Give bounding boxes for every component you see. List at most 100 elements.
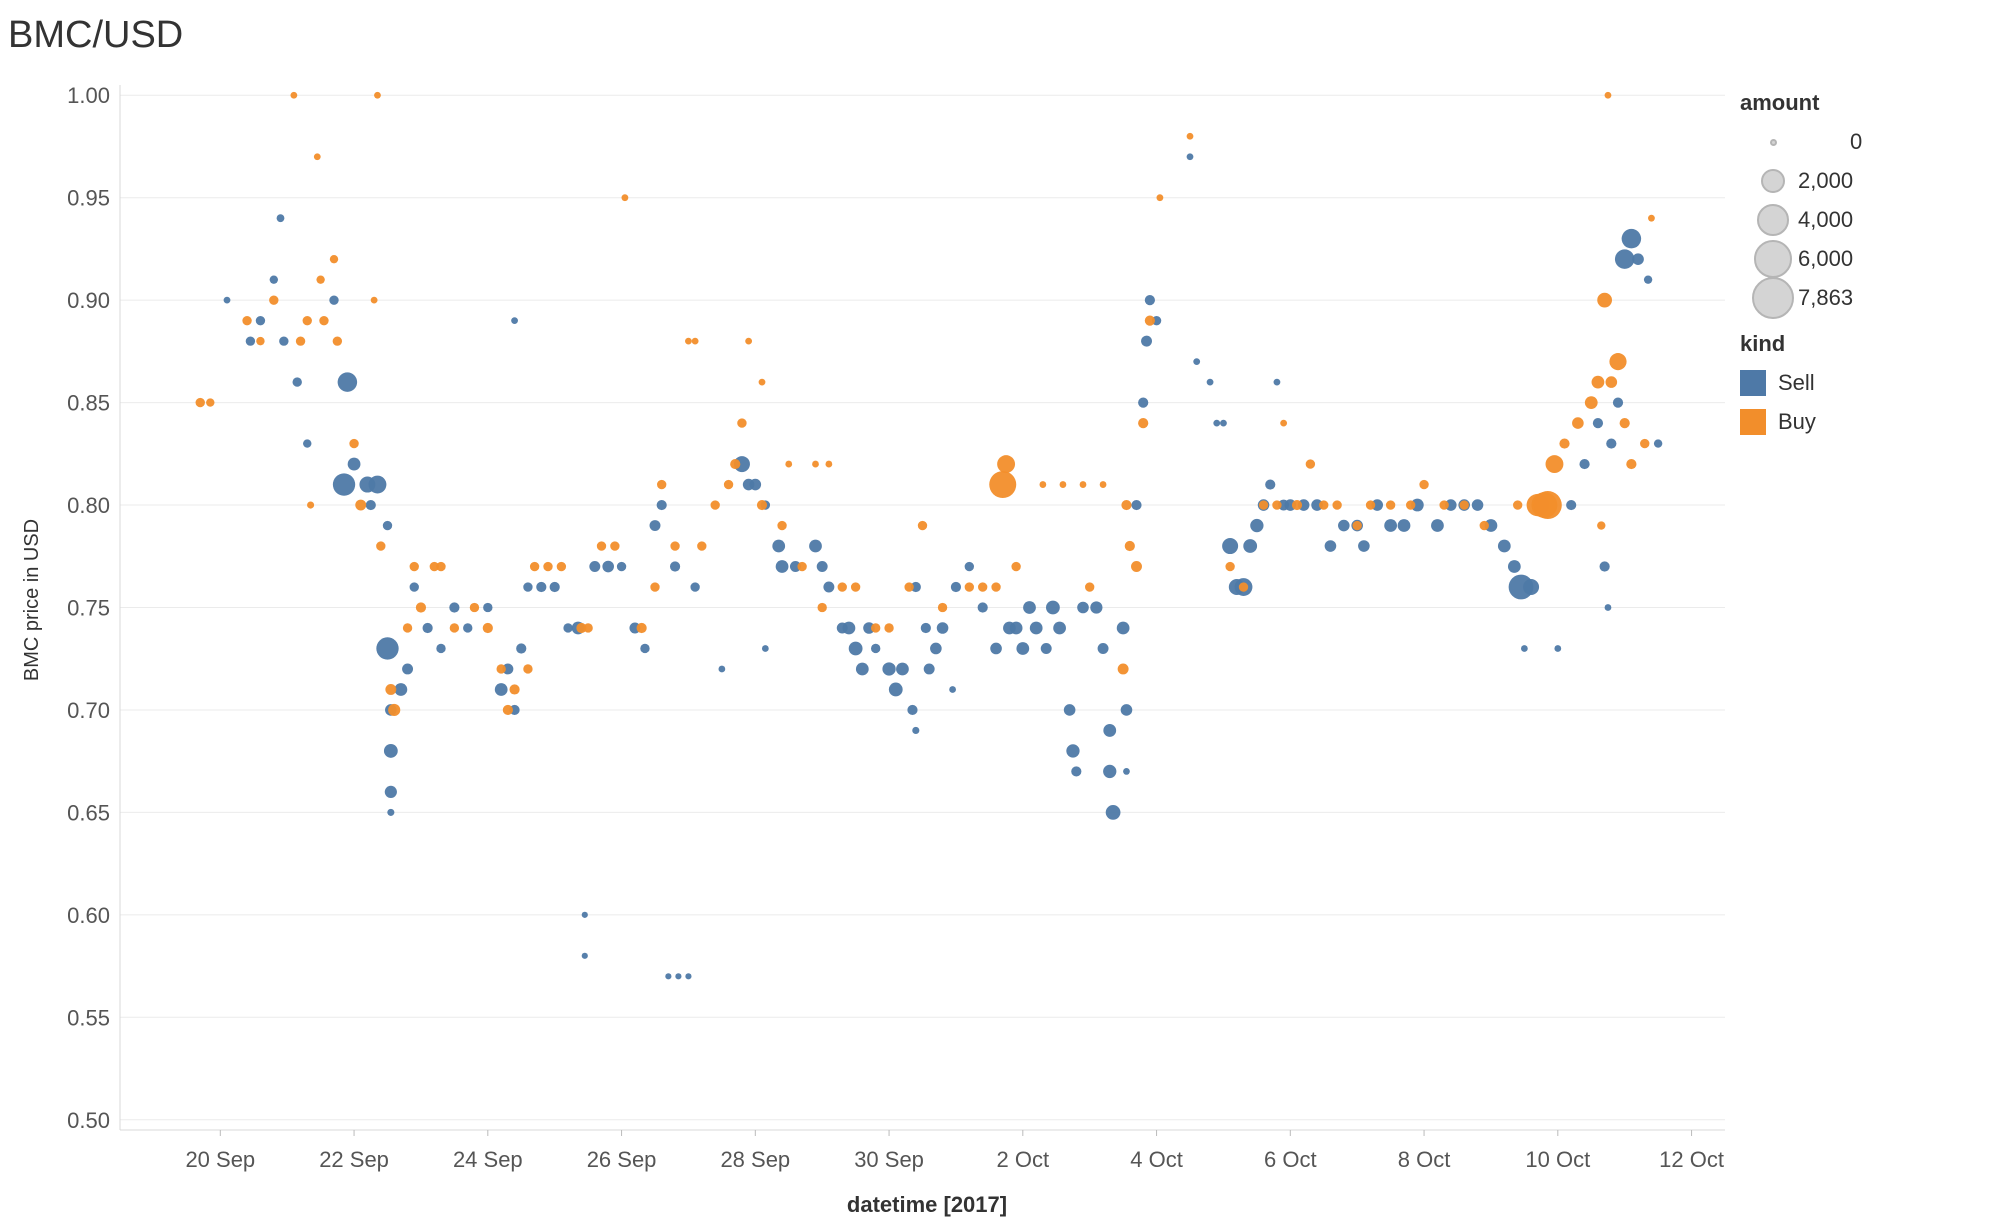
buy-point — [523, 664, 533, 674]
buy-point — [543, 561, 553, 572]
sell-point — [1612, 397, 1624, 408]
sell-point — [907, 704, 918, 716]
sell-point — [1213, 419, 1221, 427]
sell-point — [1103, 724, 1117, 737]
buy-point — [1225, 561, 1235, 572]
sell-point — [1632, 253, 1644, 265]
sell-point — [292, 377, 302, 387]
buy-point — [1605, 376, 1618, 388]
sell-point — [1265, 479, 1276, 490]
buy-point — [583, 623, 593, 633]
sell-point — [523, 582, 533, 592]
sell-point — [1507, 560, 1521, 573]
buy-point — [329, 254, 339, 264]
amount-legend-item: 6,000 — [1740, 239, 1980, 278]
buy-point — [332, 336, 343, 346]
sell-point — [1097, 643, 1109, 654]
gridlines — [120, 94, 1725, 1121]
sell-point — [761, 645, 769, 652]
sell-point — [1103, 764, 1117, 779]
amount-legend-item: 4,000 — [1740, 200, 1980, 239]
y-tick-label: 0.70 — [67, 698, 110, 723]
buy-point — [1319, 500, 1329, 510]
sell-point — [1471, 499, 1484, 511]
sell-point — [1009, 621, 1023, 635]
buy-point — [1085, 582, 1095, 592]
amount-legend-item: 7,863 — [1740, 276, 1980, 320]
buy-point — [436, 561, 446, 572]
kind-legend-item-sell[interactable]: Sell — [1740, 363, 1980, 402]
sell-point — [276, 214, 285, 223]
sell-point — [1046, 600, 1060, 615]
buy-point — [1513, 500, 1523, 510]
sell-point — [949, 686, 956, 693]
buy-point — [1406, 500, 1416, 510]
x-tick-label: 10 Oct — [1525, 1147, 1590, 1172]
sell-point — [977, 602, 988, 613]
sell-point — [303, 439, 312, 448]
y-tick-label: 0.90 — [67, 288, 110, 313]
y-tick-label: 0.95 — [67, 186, 110, 211]
sell-point — [1105, 805, 1121, 820]
buy-point — [388, 703, 401, 717]
kind-swatch — [1740, 369, 1766, 396]
buy-point — [1272, 500, 1282, 510]
legend: amount 0 2,000 4,000 6,000 7,863 kind Sell Bu… — [1740, 90, 1980, 441]
buy-point — [756, 499, 768, 511]
buy-point — [697, 541, 707, 551]
buy-point — [1099, 481, 1107, 488]
sell-point — [376, 637, 399, 660]
kind-legend-title: kind — [1740, 331, 1786, 356]
y-tick-label: 0.85 — [67, 391, 110, 416]
kind-legend-item-buy[interactable]: Buy — [1740, 402, 1980, 441]
sell-point — [1063, 704, 1076, 716]
sell-point — [1243, 539, 1258, 553]
buy-point — [1144, 315, 1155, 326]
sell-point — [563, 623, 573, 633]
buy-point — [1609, 353, 1627, 371]
sell-point — [990, 642, 1002, 655]
y-axis-title: BMC price in USD — [21, 519, 43, 681]
buy-point — [1419, 479, 1429, 490]
sell-point — [1016, 642, 1030, 655]
buy-point — [1352, 520, 1362, 531]
sell-point — [1053, 621, 1066, 635]
buy-point — [723, 479, 734, 490]
buy-point — [825, 460, 833, 468]
sell-point — [387, 808, 395, 816]
x-tick-label: 20 Sep — [185, 1147, 255, 1172]
buy-point — [978, 582, 988, 592]
x-tick-label: 4 Oct — [1130, 1147, 1183, 1172]
buy-point — [670, 541, 680, 551]
sell-point — [823, 581, 835, 593]
x-tick-label: 28 Sep — [720, 1147, 790, 1172]
sell-point — [863, 622, 875, 634]
buy-point — [850, 582, 861, 592]
buy-point — [1079, 481, 1087, 488]
buy-point — [650, 582, 660, 592]
sell-point — [1653, 439, 1663, 448]
sell-point — [1606, 438, 1617, 449]
sell-point — [809, 539, 822, 553]
amount-legend-label: 0 — [1850, 129, 1863, 154]
buy-point — [1332, 500, 1342, 510]
sell-point — [1523, 579, 1540, 596]
buy-point — [556, 561, 567, 572]
sell-point — [848, 641, 863, 656]
sell-point — [896, 662, 909, 676]
sell-point — [1445, 499, 1457, 511]
buy-point — [745, 337, 753, 345]
buy-point — [785, 460, 793, 468]
buy-point — [1117, 663, 1129, 675]
sell-point — [589, 561, 601, 572]
sell-point — [1206, 378, 1214, 386]
buy-point — [904, 582, 914, 592]
sell-point — [1071, 766, 1082, 777]
sell-point — [1138, 397, 1149, 408]
buy-point — [1640, 438, 1650, 449]
buy-point — [1238, 582, 1249, 592]
buy-point — [777, 520, 787, 531]
buy-point — [496, 664, 506, 674]
sell-point — [1371, 499, 1384, 511]
